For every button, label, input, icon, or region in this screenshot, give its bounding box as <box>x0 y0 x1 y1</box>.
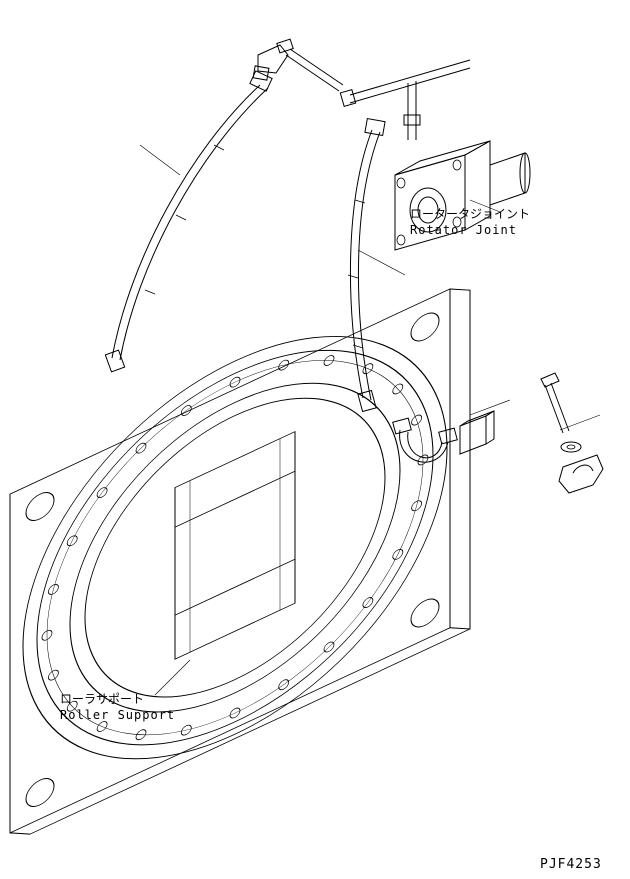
hose-right <box>348 119 385 412</box>
labels: ロータータジョイント Rotator Joint ローラサポート Roller … <box>60 207 602 872</box>
u-tube-fitting <box>393 411 494 462</box>
bolt-exploded <box>541 373 603 493</box>
roller-support-assembly <box>10 251 470 843</box>
rotator-joint-label-jp: ロータータジョイント <box>410 207 530 221</box>
rotator-joint-label-en: Rotator Joint <box>410 223 517 237</box>
roller-support-label-en: Roller Support <box>60 708 175 722</box>
hose-left <box>105 71 272 372</box>
elbow-fitting-top <box>253 39 343 91</box>
roller-support-label-jp: ローラサポート <box>60 692 144 706</box>
rotator-joint-assembly <box>340 60 530 250</box>
drawing-number: PJF4253 <box>540 857 602 872</box>
technical-diagram: ロータータジョイント Rotator Joint ローラサポート Roller … <box>0 0 630 879</box>
